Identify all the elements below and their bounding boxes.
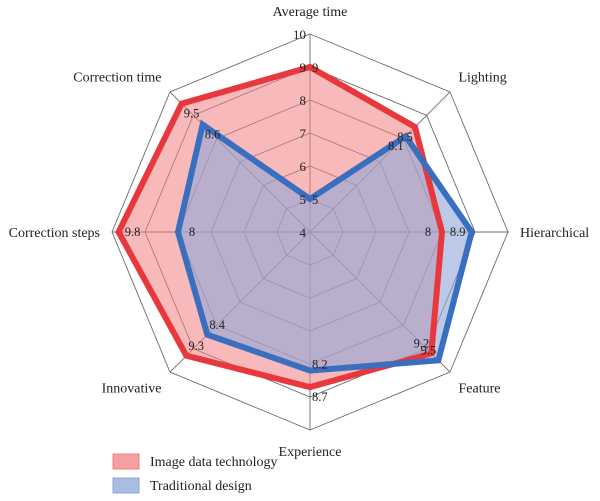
legend-label-image-data-technology: Image data technology: [150, 455, 278, 470]
tick-label-5: 5: [300, 192, 307, 207]
axis-label-hierarchical: Hierarchical: [520, 226, 589, 241]
series-layer: [115, 63, 475, 391]
data-label-image-data-technology-experience: 8.7: [312, 390, 328, 404]
tick-label-8: 8: [300, 93, 307, 108]
data-label-traditional-design-hierarchical: 8.9: [450, 225, 466, 239]
series-area-traditional-design: [178, 124, 472, 371]
axis-label-correction-time: Correction time: [73, 71, 161, 86]
series-line-traditional-design: [174, 119, 475, 374]
data-label-image-data-technology-innovative: 9.3: [188, 339, 204, 353]
data-label-traditional-design-correction-time: 8.6: [205, 128, 221, 142]
legend-swatch-traditional-design: [112, 477, 140, 494]
data-label-traditional-design-lighting: 8.1: [388, 139, 404, 153]
tick-label-4: 4: [300, 225, 307, 240]
axis-label-feature: Feature: [458, 381, 500, 396]
data-label-image-data-technology-correction-time: 9.5: [184, 107, 200, 121]
axis-label-correction-steps: Correction steps: [9, 226, 100, 241]
legend-swatch-image-data-technology: [112, 453, 140, 470]
data-label-image-data-technology-correction-steps: 9.8: [125, 225, 141, 239]
tick-label-9: 9: [300, 60, 307, 75]
data-label-image-data-technology-lighting: 8.5: [397, 130, 413, 144]
axis-label-lighting: Lighting: [458, 71, 506, 86]
data-label-traditional-design-innovative: 8.4: [209, 318, 225, 332]
data-label-traditional-design-correction-steps: 8: [189, 225, 195, 239]
tick-label-6: 6: [300, 159, 307, 174]
tick-label-10: 10: [293, 27, 306, 42]
axis-label-innovative: Innovative: [102, 381, 162, 396]
data-labels: 9 8.5 8 9.2 8.7 9.3 9.8 9.5 5 8.1 8.9 9.5 8.2 8.4 8 8.6: [125, 61, 466, 404]
data-label-image-data-technology-feature: 9.2: [414, 336, 430, 350]
data-label-image-data-technology-average-time: 9: [312, 61, 318, 75]
data-label-traditional-design-feature: 9.5: [421, 343, 437, 357]
legend: Image data technology Traditional design: [112, 453, 278, 494]
axis-labels: Average time Lighting Hierarchical Feature E…: [9, 5, 590, 460]
axis-label-average-time: Average time: [273, 5, 348, 20]
tick-label-7: 7: [300, 126, 307, 141]
legend-label-traditional-design: Traditional design: [150, 479, 252, 494]
tick-labels: 4 5 6 7 8 9 10: [293, 27, 307, 240]
data-label-image-data-technology-hierarchical: 8: [425, 225, 431, 239]
data-label-traditional-design-experience: 8.2: [312, 358, 328, 372]
axis-label-experience: Experience: [279, 445, 342, 460]
data-label-traditional-design-average-time: 5: [312, 193, 318, 207]
